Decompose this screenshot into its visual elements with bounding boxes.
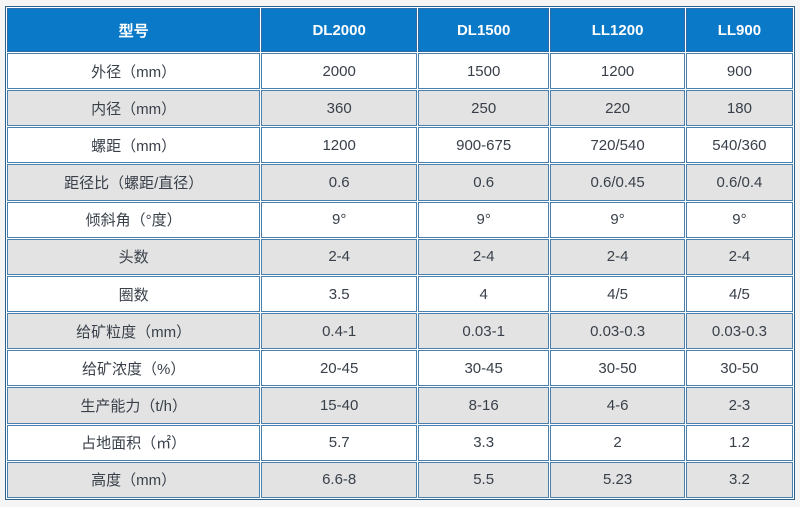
table-cell: 540/360 <box>685 127 793 164</box>
table-cell: 5.7 <box>261 424 417 461</box>
table-cell: 3.3 <box>417 424 550 461</box>
row-label: 占地面积（㎡） <box>7 424 261 461</box>
table-cell: 720/540 <box>550 127 685 164</box>
table-cell: 4/5 <box>685 275 793 313</box>
table-cell: 4-6 <box>550 387 685 424</box>
table-cell: 0.03-1 <box>417 313 550 350</box>
table-row: 头数 2-4 2-4 2-4 2-4 <box>7 238 793 275</box>
table-cell: 180 <box>685 90 793 127</box>
row-label: 头数 <box>7 238 261 275</box>
table-cell: 30-45 <box>417 350 550 387</box>
table-cell: 5.5 <box>417 461 550 498</box>
table-row: 倾斜角（°度） 9° 9° 9° 9° <box>7 201 793 238</box>
table-row: 螺距（mm） 1200 900-675 720/540 540/360 <box>7 127 793 164</box>
table-cell: 9° <box>261 201 417 238</box>
table-cell: 1500 <box>417 53 550 90</box>
table-cell: 9° <box>550 201 685 238</box>
table-row: 圈数 3.5 4 4/5 4/5 <box>7 275 793 313</box>
column-header: DL1500 <box>417 8 550 52</box>
table-cell: 20-45 <box>261 350 417 387</box>
spec-table: 型号 DL2000 DL1500 LL1200 LL900 外径（mm） 2000 1500… <box>5 6 795 500</box>
table-cell: 0.03-0.3 <box>550 313 685 350</box>
table-row: 高度（mm） 6.6-8 5.5 5.23 3.2 <box>7 461 793 498</box>
table-body: 外径（mm） 2000 1500 1200 900 内径（mm） 360 250 220 180 螺… <box>7 53 793 498</box>
table-cell: 2-3 <box>685 387 793 424</box>
table-cell: 4 <box>417 275 550 313</box>
column-header: DL2000 <box>261 8 417 52</box>
table-cell: 1.2 <box>685 424 793 461</box>
table-row: 生产能力（t/h） 15-40 8-16 4-6 2-3 <box>7 387 793 424</box>
table-cell: 0.6/0.4 <box>685 164 793 201</box>
table-cell: 2-4 <box>417 238 550 275</box>
table-cell: 0.6 <box>417 164 550 201</box>
table-cell: 30-50 <box>685 350 793 387</box>
table-cell: 900-675 <box>417 127 550 164</box>
table-row: 给矿浓度（%） 20-45 30-45 30-50 30-50 <box>7 350 793 387</box>
table-cell: 6.6-8 <box>261 461 417 498</box>
column-header-model: 型号 <box>7 8 261 52</box>
row-label: 圈数 <box>7 275 261 313</box>
row-label: 螺距（mm） <box>7 127 261 164</box>
table-cell: 3.2 <box>685 461 793 498</box>
row-label: 内径（mm） <box>7 90 261 127</box>
table-cell: 2-4 <box>685 238 793 275</box>
table-row: 给矿粒度（mm） 0.4-1 0.03-1 0.03-0.3 0.03-0.3 <box>7 313 793 350</box>
row-label: 生产能力（t/h） <box>7 387 261 424</box>
table-row: 内径（mm） 360 250 220 180 <box>7 90 793 127</box>
table-row: 外径（mm） 2000 1500 1200 900 <box>7 53 793 90</box>
column-header: LL1200 <box>550 8 685 52</box>
row-label: 外径（mm） <box>7 53 261 90</box>
table-cell: 0.6 <box>261 164 417 201</box>
table-row: 距径比（螺距/直径） 0.6 0.6 0.6/0.45 0.6/0.4 <box>7 164 793 201</box>
table-header: 型号 DL2000 DL1500 LL1200 LL900 <box>7 8 793 52</box>
table-cell: 220 <box>550 90 685 127</box>
table-cell: 0.4-1 <box>261 313 417 350</box>
table-cell: 0.6/0.45 <box>550 164 685 201</box>
table-cell: 250 <box>417 90 550 127</box>
row-label: 倾斜角（°度） <box>7 201 261 238</box>
table-cell: 1200 <box>550 53 685 90</box>
table-row: 占地面积（㎡） 5.7 3.3 2 1.2 <box>7 424 793 461</box>
table-cell: 9° <box>685 201 793 238</box>
row-label: 高度（mm） <box>7 461 261 498</box>
row-label: 给矿粒度（mm） <box>7 313 261 350</box>
table-cell: 8-16 <box>417 387 550 424</box>
table-cell: 4/5 <box>550 275 685 313</box>
column-header: LL900 <box>685 8 793 52</box>
row-label: 给矿浓度（%） <box>7 350 261 387</box>
table-cell: 2000 <box>261 53 417 90</box>
row-label: 距径比（螺距/直径） <box>7 164 261 201</box>
table-cell: 2-4 <box>261 238 417 275</box>
table-cell: 2-4 <box>550 238 685 275</box>
table-cell: 1200 <box>261 127 417 164</box>
table-cell: 3.5 <box>261 275 417 313</box>
header-row: 型号 DL2000 DL1500 LL1200 LL900 <box>7 8 793 52</box>
table-cell: 9° <box>417 201 550 238</box>
table-cell: 30-50 <box>550 350 685 387</box>
table-cell: 15-40 <box>261 387 417 424</box>
table-cell: 5.23 <box>550 461 685 498</box>
table-cell: 900 <box>685 53 793 90</box>
table-cell: 0.03-0.3 <box>685 313 793 350</box>
table-cell: 2 <box>550 424 685 461</box>
table-cell: 360 <box>261 90 417 127</box>
